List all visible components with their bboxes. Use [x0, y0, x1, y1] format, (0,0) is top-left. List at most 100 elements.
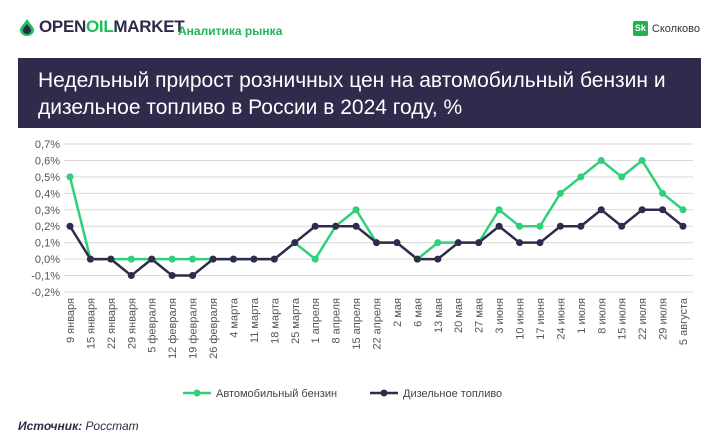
data-point [393, 239, 401, 247]
section-label: Аналитика рынка [178, 24, 283, 38]
data-point [209, 255, 217, 263]
data-point [107, 255, 115, 263]
data-point [618, 222, 626, 230]
data-point [516, 222, 524, 230]
data-point [577, 222, 585, 230]
legend-marker [193, 389, 201, 397]
data-point [373, 239, 380, 247]
data-point [332, 222, 340, 230]
x-tick-label: 2 мая [392, 298, 404, 327]
x-tick-label: 19 февраля [188, 298, 200, 359]
x-tick-label: 15 января [85, 298, 97, 349]
data-point [311, 222, 319, 230]
data-point [270, 255, 278, 263]
y-tick-label: 0,2% [35, 221, 60, 233]
data-point [638, 156, 646, 164]
data-point [536, 239, 544, 247]
x-tick-label: 27 мая [474, 298, 486, 333]
data-point [127, 255, 135, 263]
data-point [536, 222, 544, 230]
x-tick-label: 18 марта [269, 297, 281, 344]
data-point [66, 173, 74, 181]
data-point [127, 272, 135, 280]
x-tick-label: 6 мая [412, 298, 424, 327]
y-tick-label: -0,2% [31, 287, 60, 299]
drop-logo-icon [20, 19, 34, 36]
data-point [250, 255, 258, 263]
x-tick-label: 10 июня [515, 298, 527, 340]
data-point [679, 222, 687, 230]
x-tick-label: 20 мая [453, 298, 465, 333]
data-point [148, 255, 156, 263]
skolkovo-badge-icon: Sk [632, 21, 648, 36]
x-tick-label: 3 июня [494, 298, 506, 334]
data-point [66, 222, 74, 230]
y-tick-label: 0,7% [35, 139, 60, 151]
x-tick-label: 24 июня [555, 298, 567, 340]
x-tick-label: 9 января [65, 298, 77, 343]
data-point [659, 189, 667, 197]
y-tick-label: 0,4% [35, 188, 60, 200]
data-point [434, 255, 442, 263]
title-band: Недельный прирост розничных цен на автом… [18, 58, 701, 128]
x-tick-label: 17 июня [535, 298, 547, 340]
data-point [597, 206, 605, 214]
data-point [679, 206, 687, 214]
x-tick-label: 13 мая [433, 298, 445, 333]
legend-label: Дизельное топливо [403, 388, 502, 400]
x-tick-label: 29 января [126, 298, 138, 349]
y-tick-label: 0,6% [35, 155, 60, 167]
y-tick-label: 0,0% [35, 254, 60, 266]
x-tick-label: 11 марта [249, 297, 261, 343]
data-point [577, 173, 585, 181]
legend-label: Автомобильный бензин [216, 388, 337, 400]
chart-title: Недельный прирост розничных цен на автом… [38, 69, 666, 119]
data-point [618, 173, 626, 181]
x-tick-label: 15 апреля [351, 298, 363, 350]
x-tick-label: 5 февраля [147, 298, 159, 353]
data-point [352, 206, 360, 214]
x-tick-label: 1 июля [576, 298, 588, 334]
data-point [556, 189, 564, 197]
x-tick-label: 8 апреля [331, 298, 343, 344]
x-tick-label: 22 июля [637, 298, 649, 340]
source-note: Источник: Росстат [18, 419, 139, 433]
data-point [597, 156, 605, 164]
data-point [638, 206, 646, 214]
data-point [516, 239, 524, 247]
x-tick-label: 8 июля [596, 298, 608, 334]
openoilmarket-logo[interactable]: OPENOILMARKET [18, 17, 185, 37]
data-point [291, 239, 299, 247]
x-tick-label: 5 августа [678, 297, 690, 345]
data-point [229, 255, 237, 263]
x-tick-label: 4 марта [228, 297, 240, 338]
legend-marker [380, 389, 388, 397]
data-point [495, 222, 503, 230]
data-point [475, 239, 483, 247]
skolkovo-logo: Sk Сколково [632, 21, 700, 36]
data-point [189, 255, 197, 263]
y-tick-label: 0,5% [35, 172, 60, 184]
data-point [311, 255, 319, 263]
line-chart: 0,7% 0,6% 0,5% 0,4% 0,3% 0,2% 0,1% 0,0% -0,1% -0,… [31, 139, 693, 400]
x-tick-label: 25 марта [290, 297, 302, 344]
chart-area: 0,7% 0,6% 0,5% 0,4% 0,3% 0,2% 0,1% 0,0% -0,1% -0,… [18, 128, 701, 408]
y-tick-label: 0,3% [35, 205, 60, 217]
data-point [168, 272, 176, 280]
x-tick-label: 22 апреля [372, 298, 384, 350]
y-tick-label: -0,1% [31, 271, 60, 283]
data-point [495, 206, 503, 214]
x-tick-label: 22 января [106, 298, 118, 349]
x-tick-label: 26 февраля [208, 298, 220, 359]
data-point [352, 222, 360, 230]
data-point [168, 255, 176, 263]
data-point [413, 255, 421, 263]
data-point [86, 255, 94, 263]
source-value: Росстат [85, 419, 139, 433]
x-tick-label: 29 июля [658, 298, 670, 340]
x-tick-label: 1 апреля [310, 298, 322, 344]
logo-text: OPENOILMARKET [39, 17, 185, 36]
data-point [556, 222, 564, 230]
x-tick-label: 12 февраля [167, 298, 179, 359]
skolkovo-name: Сколково [651, 22, 700, 35]
